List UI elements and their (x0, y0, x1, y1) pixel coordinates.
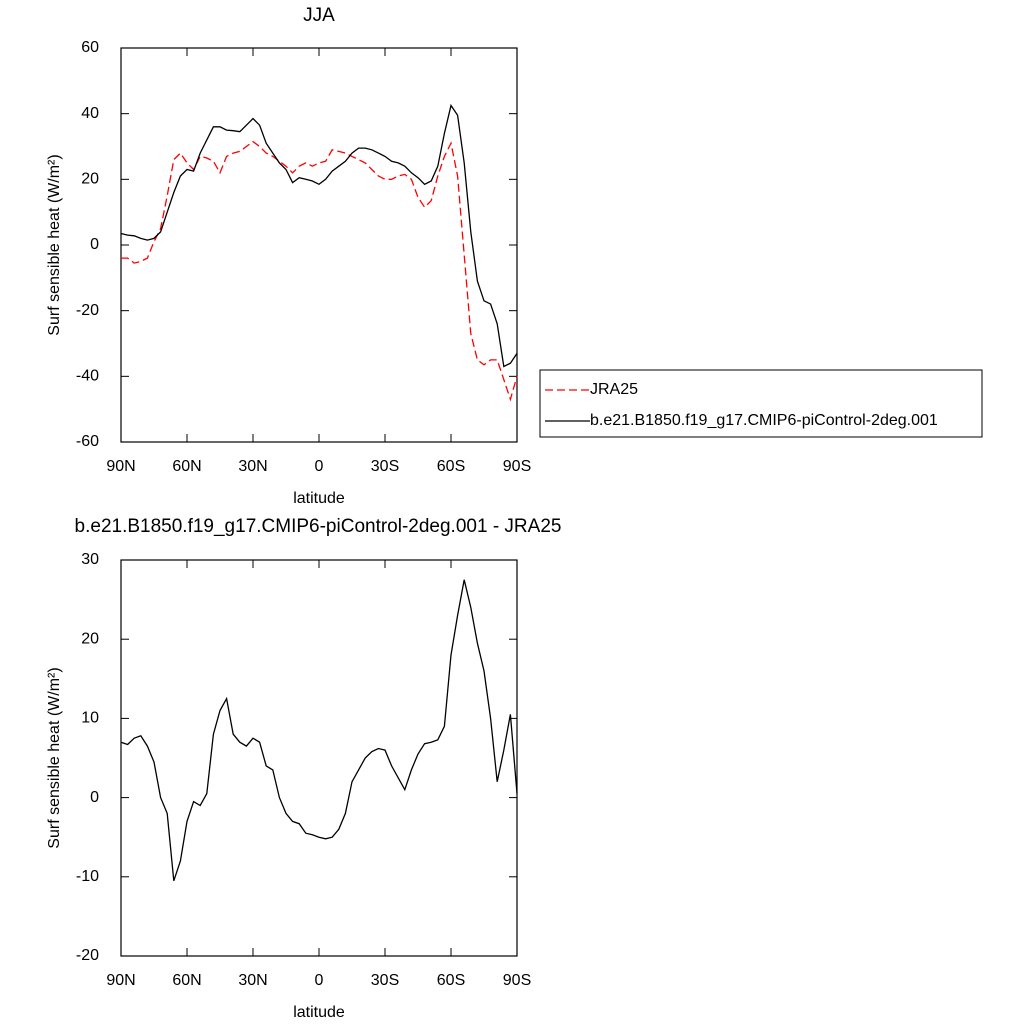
y-tick-label: -20 (76, 947, 99, 964)
y-tick-label: 60 (81, 39, 99, 56)
x-tick-label: 90S (503, 972, 531, 989)
x-tick-label: 90N (106, 972, 135, 989)
chart-title: b.e21.B1850.f19_g17.CMIP6-piControl-2deg… (75, 516, 562, 537)
plot-frame (120, 559, 518, 957)
y-tick-label: -20 (76, 302, 99, 319)
x-axis-label: latitude (293, 1004, 345, 1021)
data-line (120, 103, 518, 368)
x-axis-label: latitude (293, 490, 345, 507)
x-tick-label: 30S (371, 458, 399, 475)
y-tick-label: 0 (90, 789, 99, 806)
y-tick-label: -60 (76, 433, 99, 450)
x-tick-label: 60N (172, 972, 201, 989)
y-axis-label: Surf sensible heat (W/m²) (46, 154, 63, 335)
x-tick-label: 90N (106, 458, 135, 475)
y-tick-label: 40 (81, 105, 99, 122)
x-tick-label: 60S (437, 972, 465, 989)
x-tick-label: 30S (371, 972, 399, 989)
x-tick-label: 0 (315, 972, 324, 989)
y-tick-label: -10 (76, 868, 99, 885)
x-tick-label: 60N (172, 458, 201, 475)
chart-title: JJA (303, 5, 335, 26)
x-tick-label: 0 (315, 458, 324, 475)
x-tick-label: 30N (238, 458, 267, 475)
y-tick-label: 30 (81, 551, 99, 568)
y-tick-label: 10 (81, 710, 99, 727)
legend-label: b.e21.B1850.f19_g17.CMIP6-piControl-2deg… (590, 412, 938, 429)
y-tick-label: 0 (90, 236, 99, 253)
y-tick-label: 20 (81, 630, 99, 647)
y-axis-label: Surf sensible heat (W/m²) (46, 667, 63, 848)
y-tick-label: -40 (76, 368, 99, 385)
x-tick-label: 30N (238, 972, 267, 989)
data-line (120, 579, 518, 882)
y-tick-label: 20 (81, 171, 99, 188)
plot-frame (120, 47, 518, 443)
x-tick-label: 60S (437, 458, 465, 475)
legend-box (539, 369, 983, 438)
data-line (121, 140, 518, 402)
x-tick-label: 90S (503, 458, 531, 475)
legend-label: JRA25 (590, 381, 638, 398)
